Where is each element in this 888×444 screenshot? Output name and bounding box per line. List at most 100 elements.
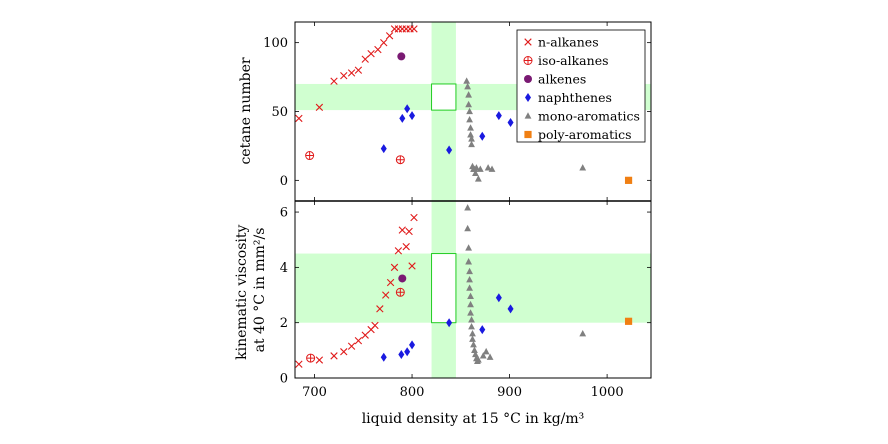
legend-marker-naphthenes xyxy=(525,93,531,102)
top-point-n-alkanes xyxy=(385,32,394,40)
bottom-point-poly-aromatics xyxy=(624,317,633,325)
top-point-mono-aromatics xyxy=(465,91,473,98)
top-point-naphthenes xyxy=(446,145,453,155)
top-point-n-alkanes xyxy=(295,114,303,123)
bottom-point-n-alkanes xyxy=(405,227,413,236)
bottom-point-n-alkanes xyxy=(394,247,403,255)
top-point-mono-aromatics xyxy=(579,164,587,171)
bottom-point-n-alkanes xyxy=(410,213,418,222)
top-point-n-alkanes xyxy=(354,66,363,74)
bottom-point-mono-aromatics xyxy=(468,316,475,323)
bottom-ylabel-line-2: at 40 °C in mm²/s xyxy=(252,228,268,353)
top-point-poly-aromatics xyxy=(624,176,633,184)
top-ylabel: cetane number xyxy=(238,57,254,164)
bottom-point-n-alkanes xyxy=(386,278,395,287)
bottom-point-n-alkanes xyxy=(340,348,348,356)
bottom-axis-ticks: 0 2 4 6 700 800 900 1000 xyxy=(280,201,651,400)
bottom-point-n-alkanes xyxy=(390,263,399,272)
bottom-point-naphthenes xyxy=(446,318,453,328)
bottom-data-points xyxy=(295,204,633,368)
top-point-n-alkanes xyxy=(361,55,369,63)
legend-marker-poly-aromatics xyxy=(524,130,532,139)
bottom-ytick-label: 4 xyxy=(280,261,288,276)
top-point-n-alkanes xyxy=(347,69,356,77)
bottom-point-n-alkanes xyxy=(402,242,410,251)
top-point-n-alkanes xyxy=(374,45,382,54)
xtick-label: 900 xyxy=(497,385,522,400)
legend-marker-mono-aromatics xyxy=(524,112,532,119)
bottom-point-mono-aromatics xyxy=(472,350,479,358)
top-point-mono-aromatics xyxy=(467,131,474,138)
bottom-point-naphthenes xyxy=(404,347,411,357)
top-point-mono-aromatics xyxy=(484,164,492,171)
bottom-point-alkenes xyxy=(398,274,407,283)
top-point-mono-aromatics xyxy=(464,82,472,90)
top-point-mono-aromatics xyxy=(466,107,473,115)
bottom-point-mono-aromatics xyxy=(467,292,474,300)
bottom-point-mono-aromatics xyxy=(471,346,478,353)
top-point-n-alkanes xyxy=(340,72,348,80)
bottom-ytick-label: 6 xyxy=(280,206,288,221)
top-point-mono-aromatics xyxy=(465,100,473,108)
top-point-mono-aromatics xyxy=(474,175,482,182)
top-point-mono-aromatics xyxy=(473,164,480,171)
top-point-n-alkanes xyxy=(315,103,324,112)
bottom-target-bands xyxy=(295,201,651,378)
bottom-point-mono-aromatics xyxy=(464,204,472,211)
legend-marker-iso-alkanes xyxy=(523,56,533,65)
bottom-point-naphthenes xyxy=(507,304,514,314)
bottom-point-mono-aromatics xyxy=(470,341,477,348)
top-point-iso-alkanes xyxy=(305,151,315,161)
top-data-points xyxy=(295,25,633,184)
bottom-point-n-alkanes xyxy=(371,321,379,330)
legend-label-n-alkanes: n-alkanes xyxy=(538,35,599,50)
top-point-mono-aromatics xyxy=(468,140,475,148)
bottom-point-mono-aromatics xyxy=(469,335,476,342)
bottom-point-naphthenes xyxy=(479,325,486,335)
bottom-point-mono-aromatics xyxy=(465,244,473,251)
bottom-point-n-alkanes xyxy=(361,331,369,339)
bottom-point-mono-aromatics xyxy=(482,347,490,355)
top-point-naphthenes xyxy=(399,113,406,123)
top-vertical-band xyxy=(431,22,456,201)
top-point-mono-aromatics xyxy=(472,169,479,177)
top-point-n-alkanes xyxy=(330,77,338,85)
top-point-n-alkanes xyxy=(410,25,418,33)
top-point-mono-aromatics xyxy=(488,165,496,172)
bottom-horizontal-band xyxy=(295,253,651,323)
bottom-point-n-alkanes xyxy=(376,305,384,313)
bottom-point-naphthenes xyxy=(495,293,502,303)
legend-label-iso-alkanes: iso-alkanes xyxy=(538,53,609,68)
top-ytick-label: 100 xyxy=(263,36,288,51)
top-target-box xyxy=(431,83,457,111)
bottom-ytick-label: 0 xyxy=(280,372,288,387)
bottom-point-mono-aromatics xyxy=(466,267,473,275)
bottom-point-n-alkanes xyxy=(354,336,363,345)
bottom-point-mono-aromatics xyxy=(465,258,473,265)
xtick-label: 800 xyxy=(400,385,425,400)
top-point-mono-aromatics xyxy=(467,124,474,131)
bottom-point-mono-aromatics xyxy=(479,352,487,359)
bottom-point-n-alkanes xyxy=(315,356,324,364)
legend-label-naphthenes: naphthenes xyxy=(538,90,612,105)
top-point-naphthenes xyxy=(404,104,411,114)
bottom-point-mono-aromatics xyxy=(466,276,473,283)
top-point-mono-aromatics xyxy=(476,165,484,172)
top-point-naphthenes xyxy=(479,131,486,141)
legend: n-alkanes iso-alkanes alkenes naphthenes mon… xyxy=(516,29,646,143)
bottom-point-mono-aromatics xyxy=(474,356,482,363)
bottom-ytick-label: 2 xyxy=(280,316,288,331)
bottom-point-n-alkanes xyxy=(398,226,406,234)
bottom-point-mono-aromatics xyxy=(468,323,475,330)
top-point-n-alkanes xyxy=(380,38,388,47)
bottom-point-mono-aromatics xyxy=(579,329,587,337)
xtick-label: 700 xyxy=(302,385,327,400)
bottom-point-naphthenes xyxy=(398,349,405,359)
bottom-point-mono-aromatics xyxy=(464,224,472,232)
bottom-point-n-alkanes xyxy=(347,342,356,350)
bottom-point-iso-alkanes xyxy=(306,353,316,363)
top-point-naphthenes xyxy=(409,111,416,121)
bottom-point-n-alkanes xyxy=(382,291,390,299)
legend-label-mono-aromatics: mono-aromatics xyxy=(538,109,640,124)
